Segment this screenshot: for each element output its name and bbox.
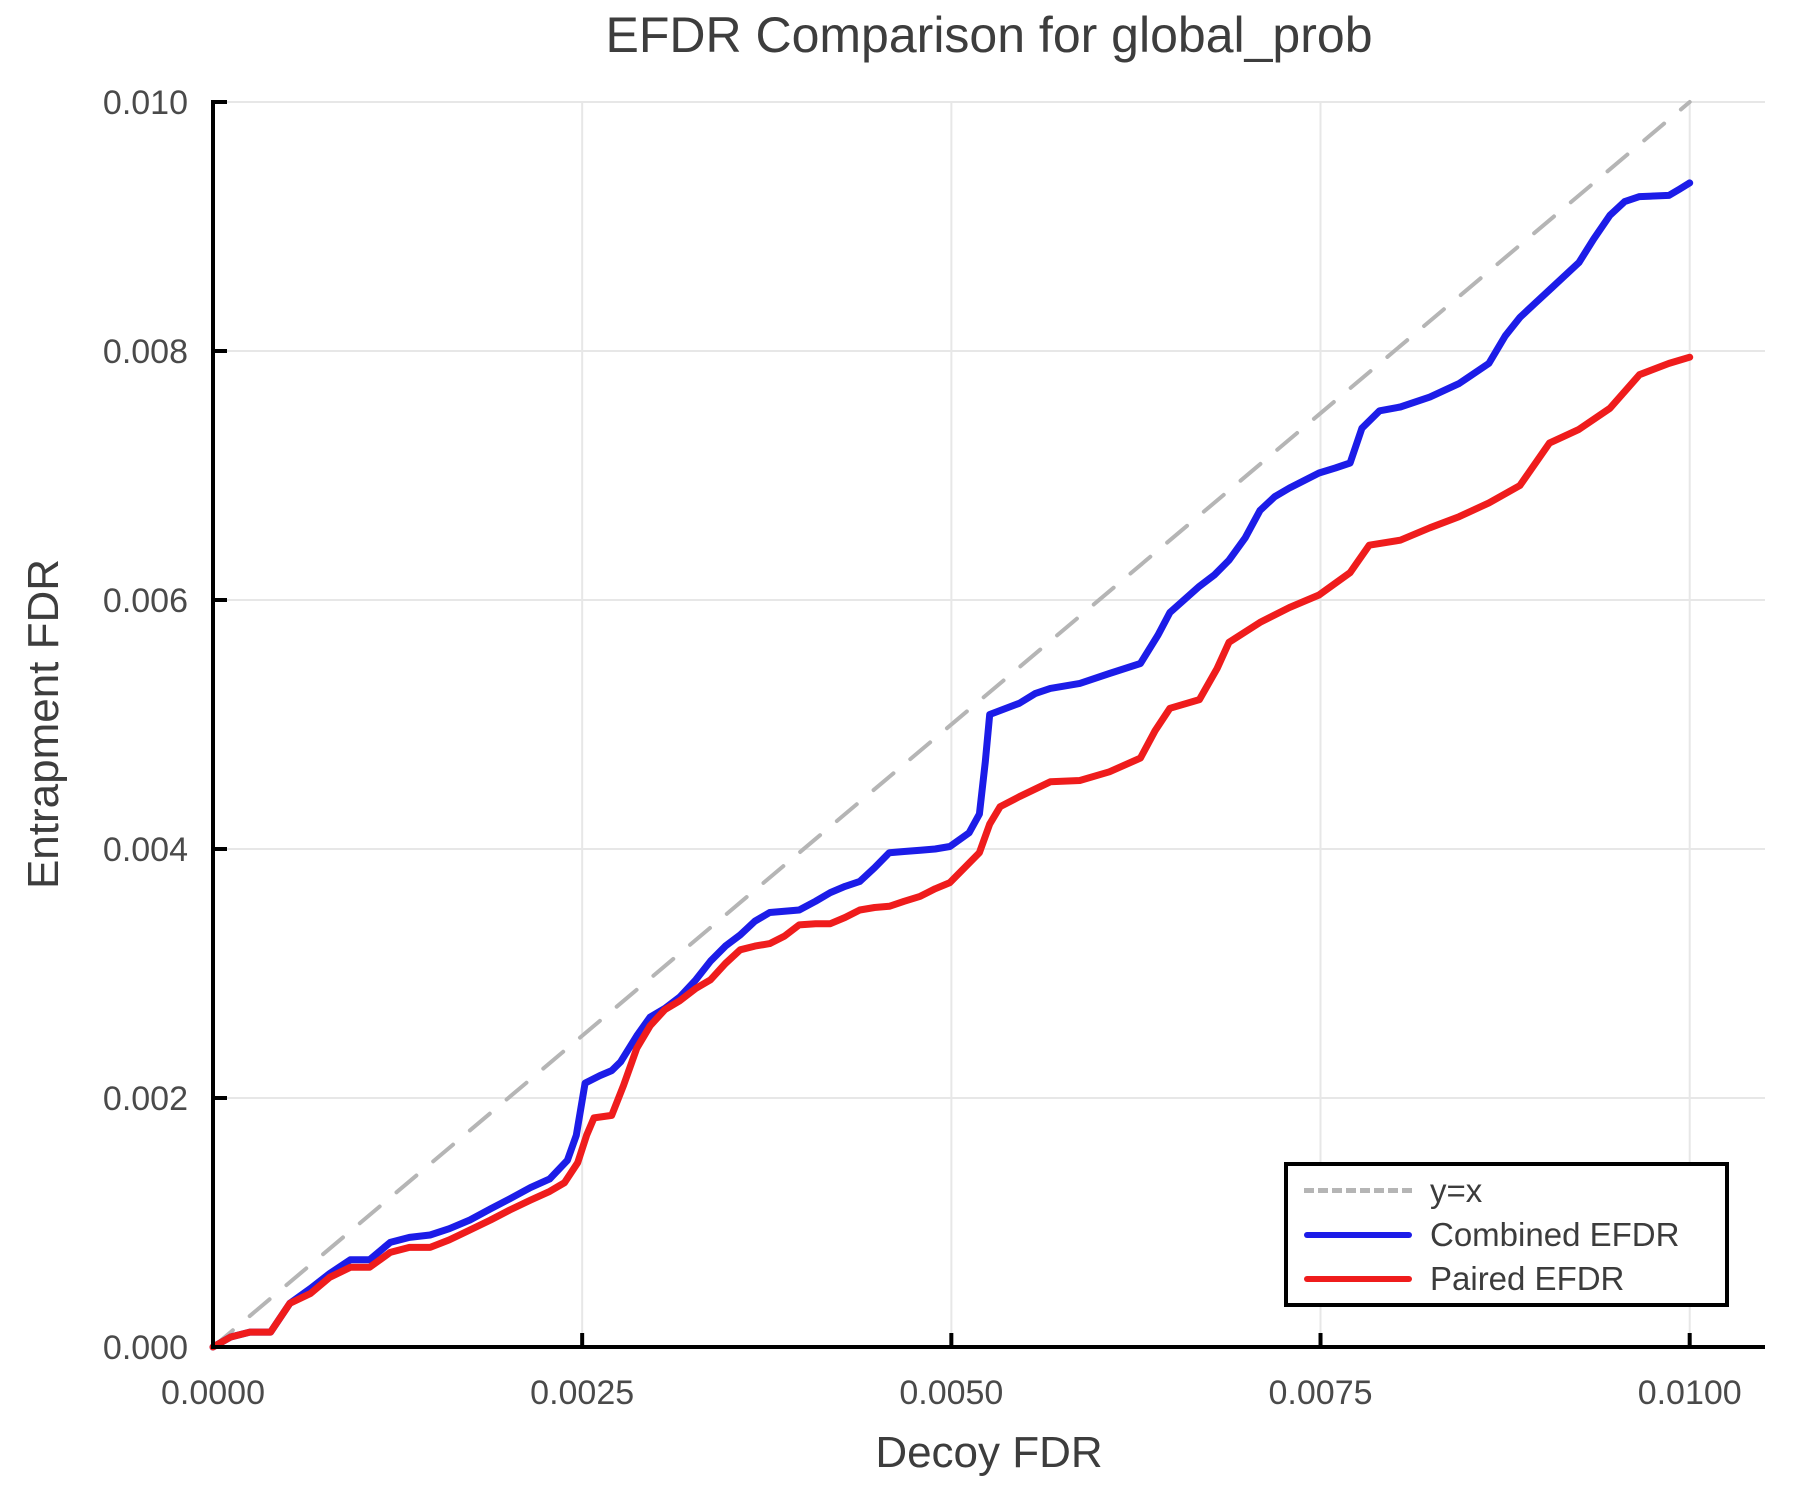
y-tick-label: 0.006 (103, 582, 188, 620)
legend-item-yx: y=x (1304, 1171, 1725, 1211)
x-tick-label: 0.0100 (1638, 1374, 1742, 1412)
y-tick-label: 0.000 (103, 1329, 188, 1367)
legend-label-yx: y=x (1430, 1171, 1483, 1209)
legend-label-paired-efdr: Paired EFDR (1430, 1259, 1625, 1297)
y-tick-label: 0.008 (103, 333, 188, 371)
legend-item-combined-efdr: Combined EFDR (1304, 1215, 1725, 1255)
paired-efdr-swatch (1304, 1275, 1412, 1282)
combined-efdr-line (209, 179, 1694, 1351)
x-tick-label: 0.0000 (161, 1374, 265, 1412)
x-tick-label: 0.0075 (1269, 1374, 1373, 1412)
paired-efdr-line (209, 353, 1694, 1351)
y-tick-label: 0.010 (103, 84, 188, 122)
identity-line-swatch (1304, 1188, 1412, 1193)
identity-line (211, 100, 1692, 1349)
chart-title: EFDR Comparison for global_prob (605, 7, 1373, 63)
legend-label-combined-efdr: Combined EFDR (1430, 1215, 1680, 1253)
x-tick-label: 0.0025 (530, 1374, 634, 1412)
legend: y=x Combined EFDR Paired EFDR (1284, 1162, 1729, 1307)
legend-item-paired-efdr: Paired EFDR (1304, 1259, 1725, 1299)
x-tick-label: 0.0050 (899, 1374, 1003, 1412)
y-tick-label: 0.004 (103, 831, 188, 869)
y-tick-label: 0.002 (103, 1080, 188, 1118)
combined-efdr-swatch (1304, 1231, 1412, 1238)
x-axis-label: Decoy FDR (875, 1428, 1103, 1477)
